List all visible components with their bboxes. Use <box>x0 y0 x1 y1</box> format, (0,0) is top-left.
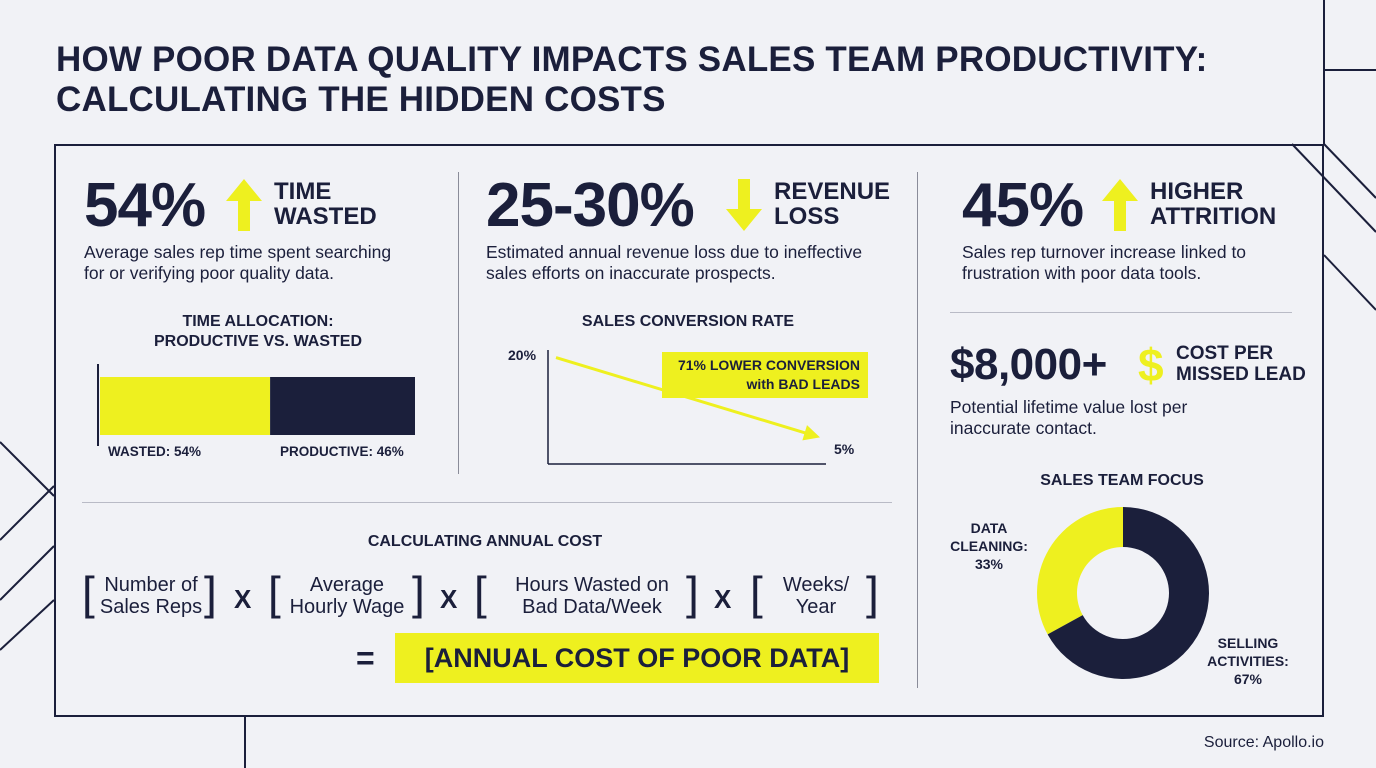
row-divider-right <box>950 312 1292 313</box>
y-label-end: 5% <box>834 441 855 457</box>
bracket-open: [ <box>82 567 95 619</box>
column-divider-1 <box>458 172 459 474</box>
formula-term-weeks-year: Weeks/ Year <box>782 574 850 618</box>
formula-term-hourly-wage: Average Hourly Wage <box>289 574 405 618</box>
time-allocation-title: TIME ALLOCATION: PRODUCTIVE VS. WASTED <box>153 313 363 350</box>
formula-title: CALCULATING ANNUAL COST <box>367 533 603 550</box>
dollar-icon: $ <box>1138 339 1164 391</box>
bracket-open: [ <box>750 567 763 619</box>
formula-term-sales-reps: Number of Sales Reps <box>99 574 203 618</box>
stat-description: Average sales rep time spent searching f… <box>84 242 392 283</box>
arrow-up-icon <box>226 179 262 231</box>
bracket-close: ] <box>866 567 879 619</box>
bracket-close: ] <box>686 567 699 619</box>
trend-arrowhead <box>802 425 820 441</box>
lead-cost-label: COST PER MISSED LEAD <box>1176 343 1306 385</box>
stat-value: 45% <box>962 171 1084 240</box>
source-citation: Source: Apollo.io <box>1203 734 1324 751</box>
conversion-callout: 71% LOWER CONVERSION with BAD LEADS <box>662 352 868 398</box>
donut-slice-data-cleaning <box>1037 507 1123 635</box>
stat-value: 25-30% <box>486 171 695 240</box>
page-title: HOW POOR DATA QUALITY IMPACTS SALES TEAM… <box>56 40 1208 119</box>
bracket-close: ] <box>412 567 425 619</box>
bar-segment-productive <box>270 377 415 435</box>
formula-result: [ANNUAL COST OF POOR DATA] <box>395 633 879 683</box>
donut-label-cleaning: DATA CLEANING: 33% <box>950 520 1028 572</box>
label-productive: PRODUCTIVE: 46% <box>280 444 404 459</box>
infographic-frame <box>54 144 1324 717</box>
bracket-open: [ <box>268 567 281 619</box>
bracket-open: [ <box>474 567 487 619</box>
donut-slice-selling <box>1047 507 1209 679</box>
stat-description: Estimated annual revenue loss due to ine… <box>486 242 863 283</box>
y-label-start: 20% <box>508 347 537 363</box>
row-divider-left <box>82 502 892 503</box>
lead-cost-value: $8,000+ <box>950 340 1107 389</box>
equals-sign: = <box>356 640 375 676</box>
bracket-close: ] <box>204 567 217 619</box>
stat-label: TIME WASTED <box>274 178 377 230</box>
stat-label: REVENUE LOSS <box>774 178 891 230</box>
donut-label-selling: SELLING ACTIVITIES: 67% <box>1207 635 1289 687</box>
multiply-operator: X <box>440 584 458 614</box>
formula-term-hours-wasted: Hours Wasted on Bad Data/Week <box>515 574 669 618</box>
sales-focus-donut <box>1037 507 1209 679</box>
column-divider-2 <box>917 172 918 688</box>
donut-chart-title: SALES TEAM FOCUS <box>1040 472 1204 489</box>
time-allocation-chart <box>97 364 415 446</box>
arrow-down-icon <box>726 179 762 231</box>
stat-value: 54% <box>84 171 206 240</box>
multiply-operator: X <box>234 584 252 614</box>
lead-cost-description: Potential lifetime value lost per inaccu… <box>950 397 1188 438</box>
stat-description: Sales rep turnover increase linked to fr… <box>962 242 1247 283</box>
bar-segment-wasted <box>100 377 271 435</box>
conversion-chart-title: SALES CONVERSION RATE <box>581 313 795 330</box>
arrow-up-icon <box>1102 179 1138 231</box>
stat-label: HIGHER ATTRITION <box>1150 178 1277 230</box>
label-wasted: WASTED: 54% <box>108 444 202 459</box>
multiply-operator: X <box>714 584 732 614</box>
